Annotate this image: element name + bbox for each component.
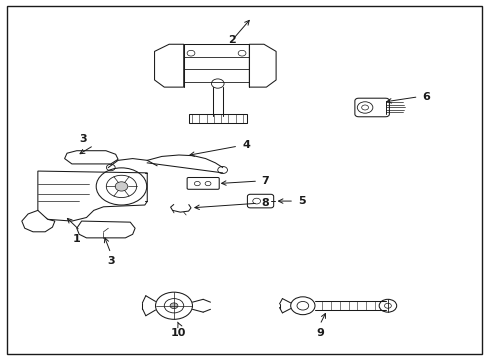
FancyBboxPatch shape — [354, 98, 388, 117]
Text: 5: 5 — [297, 196, 305, 206]
Polygon shape — [38, 171, 147, 221]
Text: 1: 1 — [73, 234, 81, 244]
Polygon shape — [154, 44, 183, 87]
Polygon shape — [64, 151, 118, 164]
Text: 9: 9 — [315, 328, 323, 338]
Polygon shape — [77, 221, 135, 238]
FancyBboxPatch shape — [187, 177, 219, 189]
Polygon shape — [249, 44, 276, 87]
Circle shape — [115, 182, 127, 191]
Text: 2: 2 — [228, 35, 236, 45]
Text: 3: 3 — [107, 256, 114, 266]
Polygon shape — [188, 114, 246, 123]
Text: 8: 8 — [261, 198, 269, 208]
Circle shape — [170, 303, 178, 309]
Text: 6: 6 — [421, 92, 429, 102]
Text: 7: 7 — [261, 176, 269, 186]
Text: 3: 3 — [79, 134, 86, 144]
Polygon shape — [22, 210, 55, 232]
Text: 10: 10 — [171, 328, 186, 338]
Text: 4: 4 — [242, 140, 249, 150]
FancyBboxPatch shape — [247, 194, 273, 208]
Polygon shape — [170, 204, 191, 212]
